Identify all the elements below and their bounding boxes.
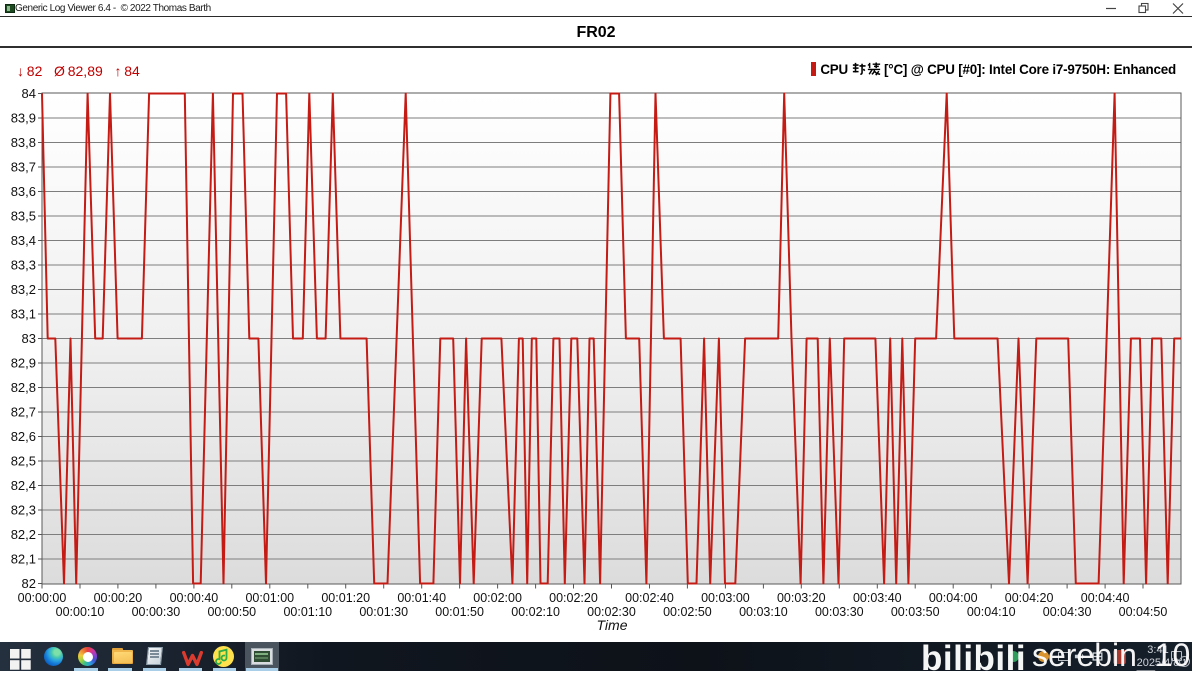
svg-text:82,4: 82,4 [11, 478, 36, 493]
svg-text:82,6: 82,6 [11, 429, 36, 444]
svg-text:00:02:00: 00:02:00 [473, 591, 522, 605]
svg-text:82,9: 82,9 [11, 356, 36, 371]
svg-text:00:02:30: 00:02:30 [587, 605, 636, 619]
svg-text:00:03:20: 00:03:20 [777, 591, 826, 605]
svg-text:82,8: 82,8 [11, 380, 36, 395]
svg-text:00:03:40: 00:03:40 [853, 591, 902, 605]
svg-text:83,4: 83,4 [11, 233, 36, 248]
svg-text:83,3: 83,3 [11, 258, 36, 273]
svg-text:00:01:30: 00:01:30 [359, 605, 408, 619]
svg-text:00:00:00: 00:00:00 [18, 591, 67, 605]
svg-text:82,1: 82,1 [11, 552, 36, 567]
svg-text:00:04:30: 00:04:30 [1043, 605, 1092, 619]
svg-text:83,1: 83,1 [11, 307, 36, 322]
svg-text:00:04:00: 00:04:00 [929, 591, 978, 605]
svg-text:83: 83 [22, 331, 36, 346]
svg-text:83,9: 83,9 [11, 111, 36, 126]
svg-text:00:04:40: 00:04:40 [1081, 591, 1130, 605]
svg-text:82,2: 82,2 [11, 527, 36, 542]
svg-text:00:03:10: 00:03:10 [739, 605, 788, 619]
svg-text:00:02:20: 00:02:20 [549, 591, 598, 605]
svg-text:00:04:10: 00:04:10 [967, 605, 1016, 619]
svg-text:00:00:50: 00:00:50 [207, 605, 256, 619]
svg-text:Time: Time [597, 617, 628, 633]
svg-text:00:03:50: 00:03:50 [891, 605, 940, 619]
svg-text:83,2: 83,2 [11, 282, 36, 297]
svg-text:84: 84 [22, 86, 36, 101]
svg-text:00:02:40: 00:02:40 [625, 591, 674, 605]
svg-text:00:01:00: 00:01:00 [245, 591, 294, 605]
svg-text:83,7: 83,7 [11, 160, 36, 175]
svg-text:00:02:50: 00:02:50 [663, 605, 712, 619]
svg-text:00:03:30: 00:03:30 [815, 605, 864, 619]
svg-text:83,6: 83,6 [11, 184, 36, 199]
svg-text:00:04:50: 00:04:50 [1119, 605, 1168, 619]
svg-text:82,7: 82,7 [11, 405, 36, 420]
svg-text:00:00:40: 00:00:40 [170, 591, 219, 605]
svg-text:83,8: 83,8 [11, 135, 36, 150]
svg-text:00:01:10: 00:01:10 [283, 605, 332, 619]
svg-text:00:00:10: 00:00:10 [56, 605, 105, 619]
svg-text:83,5: 83,5 [11, 209, 36, 224]
svg-text:82,3: 82,3 [11, 503, 36, 518]
svg-text:00:00:30: 00:00:30 [132, 605, 181, 619]
svg-text:00:02:10: 00:02:10 [511, 605, 560, 619]
svg-text:00:01:20: 00:01:20 [321, 591, 370, 605]
svg-text:00:04:20: 00:04:20 [1005, 591, 1054, 605]
svg-text:00:01:50: 00:01:50 [435, 605, 484, 619]
svg-text:82,5: 82,5 [11, 454, 36, 469]
svg-text:00:01:40: 00:01:40 [397, 591, 446, 605]
svg-text:00:03:00: 00:03:00 [701, 591, 750, 605]
svg-text:00:00:20: 00:00:20 [94, 591, 143, 605]
svg-text:82: 82 [22, 576, 36, 591]
